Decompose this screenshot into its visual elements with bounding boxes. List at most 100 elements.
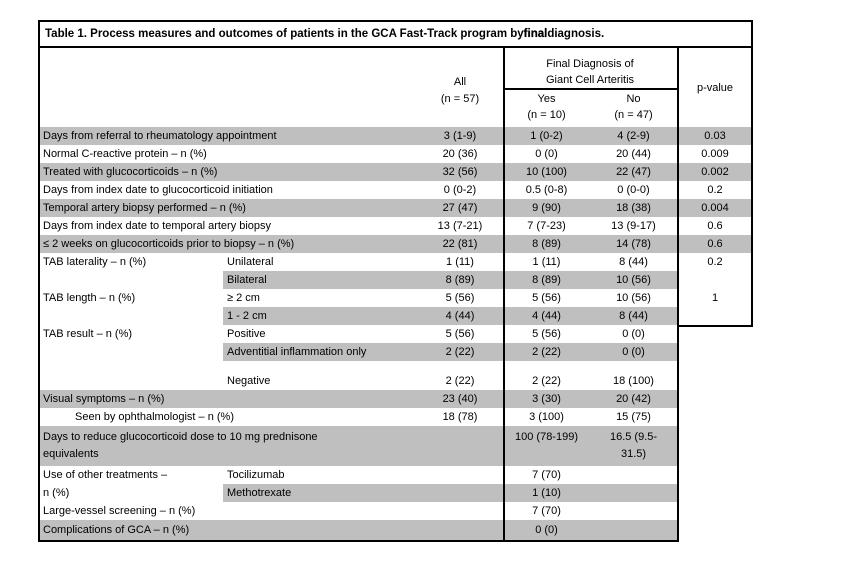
row-sublabel: Adventitial inflammation only (223, 343, 417, 361)
cell-pvalue (677, 307, 753, 325)
cell-pvalue: 0.2 (707, 184, 723, 196)
cell-all: 5 (56) (445, 292, 475, 304)
row-label: Complications of GCA – n (%) (38, 520, 223, 540)
cell-yes: 2 (22) (532, 375, 561, 387)
cell-all: 3 (1-9) (443, 130, 477, 142)
column-header-group: Final Diagnosis of Giant Cell Arteritis (503, 56, 677, 88)
cell-pvalue (677, 484, 753, 502)
cell-yes: 3 (30) (503, 390, 590, 408)
table-border-pvalue-bottom (677, 325, 753, 327)
table-row: Treated with glucocorticoids – n (%) 32 (… (38, 163, 753, 181)
column-header-group-line2: Giant Cell Arteritis (545, 74, 635, 86)
table-row: Days from referral to rheumatology appoi… (38, 127, 753, 145)
cell-yes: 5 (56) (532, 292, 561, 304)
table-row-group: Tocilizumab 7 (70) Methotrexate 1 (10) Use… (38, 466, 753, 502)
table-row: 1 - 2 cm 4 (44) 4 (44) 8 (44) (38, 307, 753, 325)
table-title-text: Table 1. Process measures and outcomes o… (45, 28, 524, 40)
cell-yes: 0.5 (0-8) (525, 184, 568, 196)
cell-no (590, 520, 677, 540)
cell-pvalue: 0.6 (707, 238, 723, 250)
row-sublabel (223, 502, 417, 520)
column-header-yes-n: (n = 10) (527, 109, 566, 121)
cell-all: 22 (81) (442, 238, 478, 250)
cell-all: 27 (47) (442, 202, 478, 214)
cell-all: 4 (44) (417, 307, 503, 325)
cell-all: 0 (0-2) (443, 184, 477, 196)
cell-yes: 2 (22) (503, 343, 590, 361)
column-header-pvalue-label: p-value (696, 81, 734, 94)
cell-yes: 7 (70) (532, 505, 561, 517)
cell-no: 4 (2-9) (617, 130, 650, 142)
cell-pvalue (677, 325, 753, 343)
table-row: Bilateral 8 (89) 8 (89) 10 (56) (38, 271, 753, 289)
cell-no: 0 (0) (590, 343, 677, 361)
row-sublabel (223, 390, 417, 408)
table-row: Days from index date to temporal artery … (38, 217, 753, 235)
table-row: TAB result – n (%) Positive 5 (56) 5 (56) 0 … (38, 325, 753, 343)
row-label: TAB result – n (%) (43, 328, 133, 340)
cell-pvalue: 1 (711, 292, 719, 304)
cell-yes: 3 (100) (529, 411, 564, 423)
cell-pvalue (677, 343, 753, 361)
cell-pvalue: 0.2 (707, 256, 723, 268)
row-label (38, 271, 223, 289)
row-label: Days from referral to rheumatology appoi… (43, 130, 277, 142)
column-header-yes: Yes (n = 10) (503, 91, 590, 123)
cell-pvalue: 0.004 (701, 202, 729, 214)
cell-no: 20 (42) (590, 390, 677, 408)
cell-all (417, 466, 503, 484)
cell-no: 20 (44) (616, 148, 651, 160)
cell-no (590, 466, 677, 484)
cell-yes: 0 (0) (535, 148, 558, 160)
column-header-yes-label: Yes (537, 93, 556, 105)
cell-pvalue (677, 520, 753, 540)
cell-yes: 1 (0-2) (530, 130, 563, 142)
row-label: Temporal artery biopsy performed – n (%) (43, 202, 246, 214)
row-sublabel (223, 408, 417, 426)
column-header-group-line1: Final Diagnosis of (546, 58, 634, 70)
row-label: Use of other treatments – n (%) (43, 469, 168, 499)
row-sublabel (223, 181, 417, 199)
cell-pvalue (677, 502, 753, 520)
table-row: Days to reduce glucocorticoid dose to 10… (38, 426, 753, 466)
row-sublabel (223, 163, 417, 181)
row-label: Treated with glucocorticoids – n (%) (43, 166, 218, 178)
cell-no: 18 (100) (613, 375, 654, 387)
cell-yes: 9 (90) (532, 202, 561, 214)
table-row: Large-vessel screening – n (%) 7 (70) (38, 502, 753, 520)
cell-yes: 8 (89) (503, 271, 590, 289)
table-1: Table 1. Process measures and outcomes o… (38, 20, 753, 542)
cell-no (590, 502, 677, 520)
table-border-right (751, 48, 753, 327)
row-sublabel: Bilateral (223, 271, 417, 289)
column-header-all-label: All (453, 76, 467, 88)
row-sublabel (223, 235, 417, 253)
cell-yes: 5 (56) (532, 328, 561, 340)
cell-yes: 1 (11) (532, 256, 561, 268)
cell-yes: 100 (78-199) (503, 426, 590, 466)
cell-pvalue (677, 426, 753, 466)
cell-pvalue: 0.009 (701, 148, 729, 160)
row-label: Visual symptoms – n (%) (38, 390, 223, 408)
cell-no: 15 (75) (616, 411, 651, 423)
cell-all (417, 484, 503, 502)
table-row: TAB length – n (%) ≥ 2 cm 5 (56) 5 (56) 10 (… (38, 289, 753, 307)
cell-all: 20 (36) (442, 148, 478, 160)
cell-no: 0 (0) (622, 328, 645, 340)
cell-no: 14 (78) (616, 238, 651, 250)
cell-no: 22 (47) (616, 166, 651, 178)
cell-all: 18 (78) (442, 411, 478, 423)
row-label: ≤ 2 weeks on glucocorticoids prior to bi… (43, 238, 295, 250)
row-sublabel: Negative (227, 375, 271, 387)
column-header-pvalue: p-value (677, 48, 753, 127)
row-sublabel (223, 127, 417, 145)
cell-all: 13 (7-21) (437, 220, 483, 232)
cell-no: 8 (44) (619, 256, 648, 268)
column-header-no-n: (n = 47) (614, 109, 653, 121)
table-border-divider-pvalue (677, 48, 679, 542)
cell-no: 13 (9-17) (611, 220, 656, 232)
row-sublabel: Positive (227, 328, 266, 340)
cell-pvalue: 0.6 (707, 220, 723, 232)
cell-no: 16.5 (9.5-31.5) (590, 426, 677, 466)
